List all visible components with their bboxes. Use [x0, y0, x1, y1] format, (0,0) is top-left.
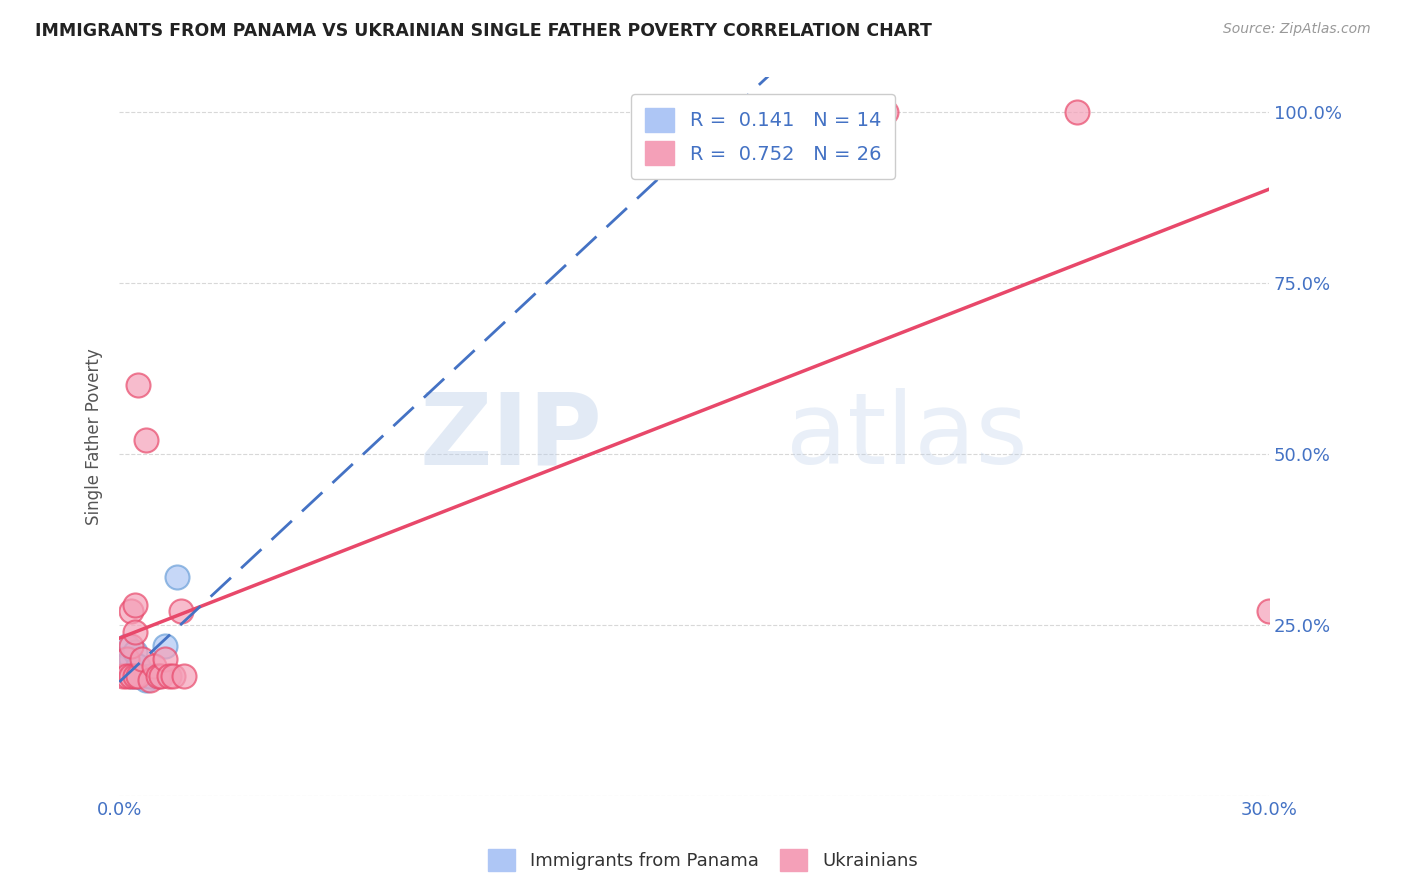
- Point: [124, 645, 146, 659]
- Y-axis label: Single Father Poverty: Single Father Poverty: [86, 349, 103, 525]
- Point: [157, 669, 180, 683]
- Point: [135, 434, 157, 448]
- Point: [120, 604, 142, 618]
- Point: [120, 652, 142, 666]
- Point: [120, 639, 142, 653]
- Point: [146, 669, 169, 683]
- Point: [124, 669, 146, 683]
- Point: [127, 669, 149, 683]
- Point: [169, 604, 191, 618]
- Text: Source: ZipAtlas.com: Source: ZipAtlas.com: [1223, 22, 1371, 37]
- Point: [150, 669, 173, 683]
- Point: [115, 652, 138, 666]
- Point: [131, 669, 153, 683]
- Text: IMMIGRANTS FROM PANAMA VS UKRAINIAN SINGLE FATHER POVERTY CORRELATION CHART: IMMIGRANTS FROM PANAMA VS UKRAINIAN SING…: [35, 22, 932, 40]
- Point: [115, 669, 138, 683]
- Point: [115, 639, 138, 653]
- Point: [127, 378, 149, 392]
- Point: [120, 669, 142, 683]
- Point: [1258, 604, 1281, 618]
- Point: [162, 669, 184, 683]
- Point: [135, 673, 157, 687]
- Point: [112, 669, 135, 683]
- Point: [124, 598, 146, 612]
- Text: ZIP: ZIP: [419, 388, 602, 485]
- Point: [124, 669, 146, 683]
- Point: [131, 652, 153, 666]
- Point: [112, 652, 135, 666]
- Point: [127, 659, 149, 673]
- Point: [173, 669, 195, 683]
- Point: [124, 624, 146, 639]
- Point: [797, 104, 820, 119]
- Legend: Immigrants from Panama, Ukrainians: Immigrants from Panama, Ukrainians: [481, 842, 925, 879]
- Point: [142, 659, 165, 673]
- Text: atlas: atlas: [786, 388, 1028, 485]
- Point: [1066, 104, 1088, 119]
- Point: [146, 669, 169, 683]
- Point: [155, 652, 177, 666]
- Point: [120, 669, 142, 683]
- Legend: R =  0.141   N = 14, R =  0.752   N = 26: R = 0.141 N = 14, R = 0.752 N = 26: [631, 95, 894, 178]
- Point: [139, 673, 162, 687]
- Point: [166, 570, 188, 584]
- Point: [139, 669, 162, 683]
- Point: [875, 104, 897, 119]
- Point: [155, 639, 177, 653]
- Point: [127, 669, 149, 683]
